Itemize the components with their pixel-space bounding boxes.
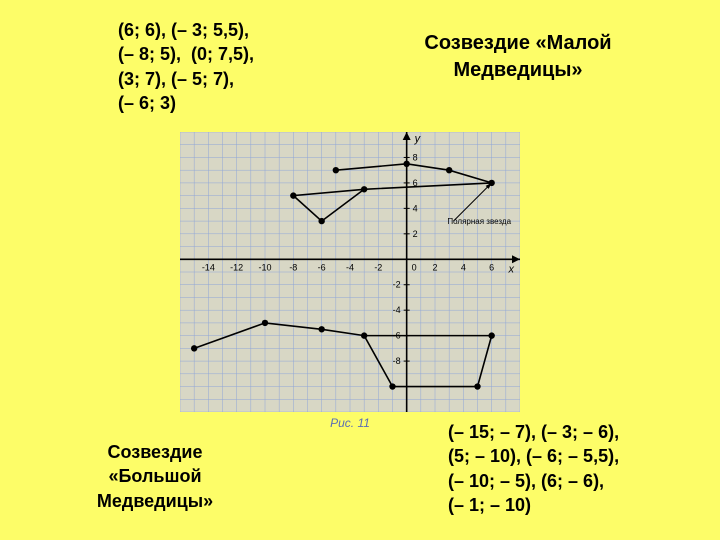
chart-svg: -14-12-10-8-6-4-22462468-2-4-6-80xyПоляр… xyxy=(180,132,520,412)
title-ursa-major: Созвездие «Большой Медведицы» xyxy=(70,440,240,513)
slide-page: (6; 6), (– 3; 5,5), (– 8; 5), (0; 7,5), … xyxy=(0,0,720,540)
svg-text:-4: -4 xyxy=(393,305,401,315)
svg-text:-8: -8 xyxy=(393,356,401,366)
svg-text:-14: -14 xyxy=(202,262,215,272)
svg-text:-6: -6 xyxy=(318,262,326,272)
svg-text:-8: -8 xyxy=(289,262,297,272)
figure-caption: Рис. 11 xyxy=(180,416,520,430)
svg-text:6: 6 xyxy=(489,262,494,272)
svg-text:4: 4 xyxy=(461,262,466,272)
title-ursa-minor: Созвездие «Малой Медведицы» xyxy=(378,30,658,84)
svg-text:8: 8 xyxy=(413,152,418,162)
svg-text:2: 2 xyxy=(413,229,418,239)
svg-text:-2: -2 xyxy=(374,262,382,272)
coordinates-ursa-major: (– 15; – 7), (– 3; – 6), (5; – 10), (– 6… xyxy=(448,420,619,517)
svg-text:-4: -4 xyxy=(346,262,354,272)
svg-text:Полярная звезда: Полярная звезда xyxy=(447,217,511,226)
svg-text:-10: -10 xyxy=(258,262,271,272)
svg-text:4: 4 xyxy=(413,203,418,213)
coordinate-chart: -14-12-10-8-6-4-22462468-2-4-6-80xyПоляр… xyxy=(180,132,520,432)
coordinates-ursa-minor: (6; 6), (– 3; 5,5), (– 8; 5), (0; 7,5), … xyxy=(118,18,254,115)
svg-text:0: 0 xyxy=(412,262,417,272)
svg-text:-12: -12 xyxy=(230,262,243,272)
svg-text:-2: -2 xyxy=(393,280,401,290)
svg-text:2: 2 xyxy=(432,262,437,272)
svg-text:x: x xyxy=(508,263,515,275)
